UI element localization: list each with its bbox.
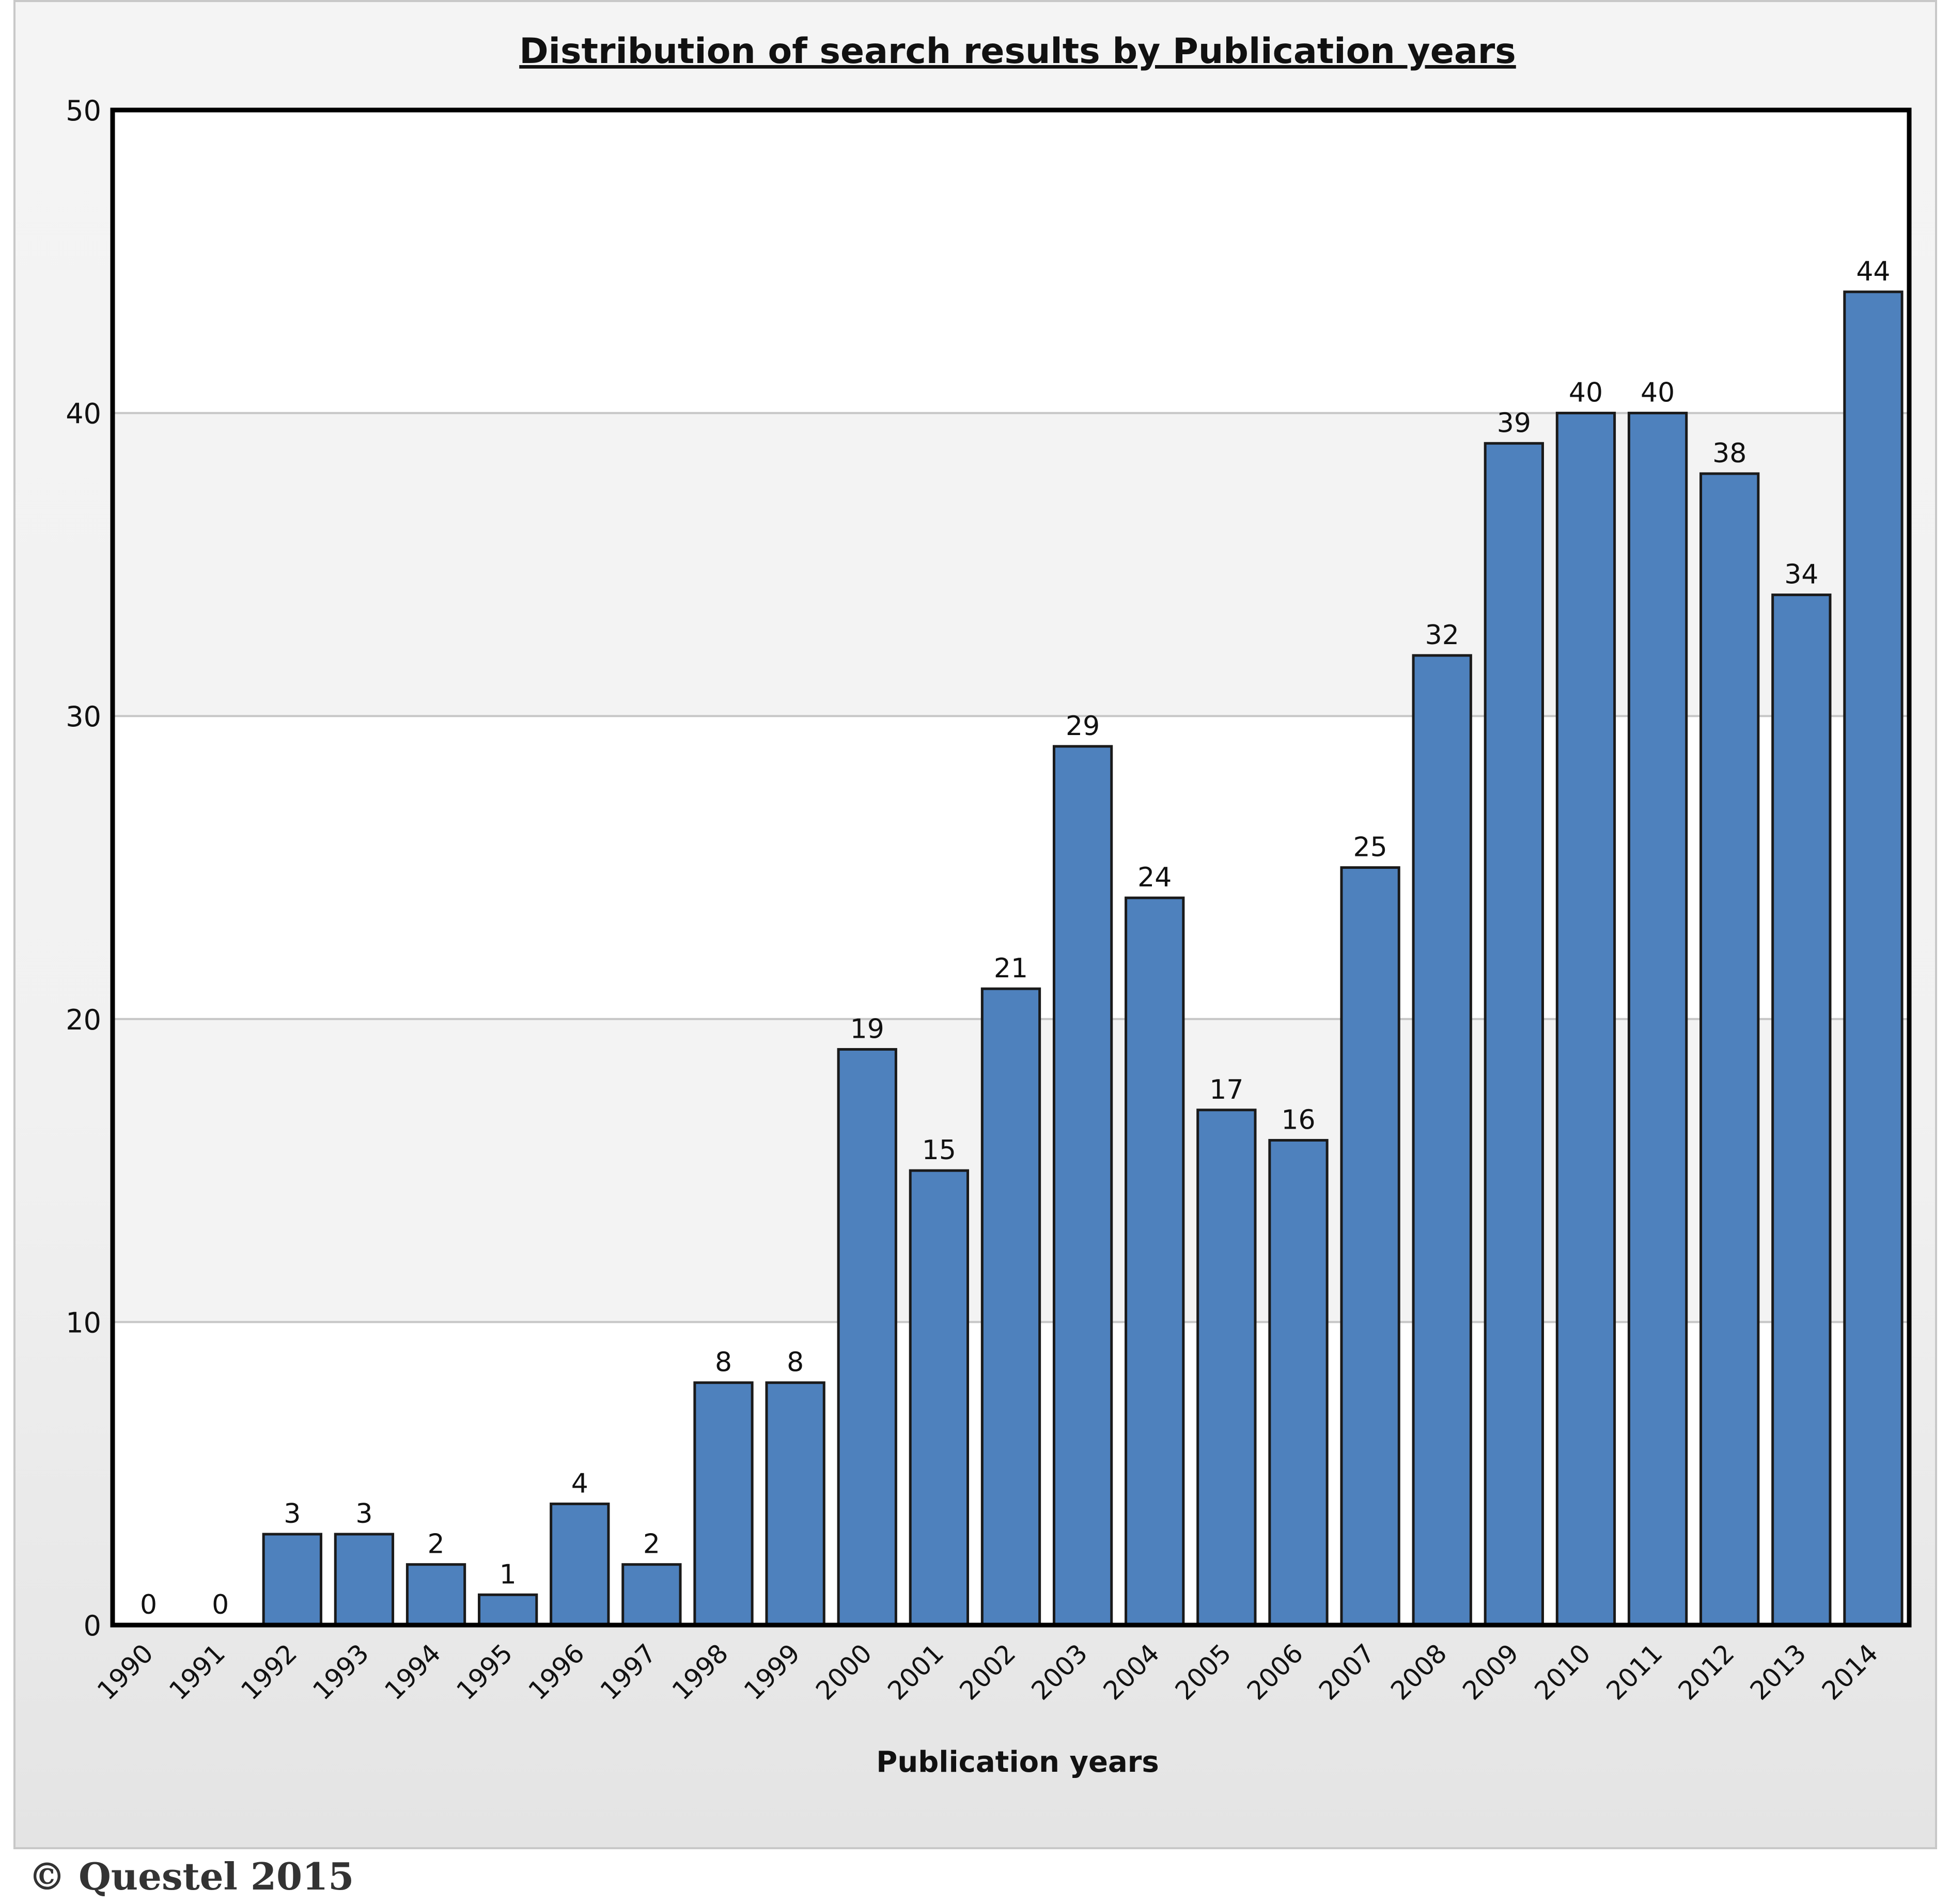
plot-border — [110, 107, 1912, 1628]
data-label-2006: 16 — [1281, 1104, 1315, 1135]
x-tick-label-2013: 2013 — [1744, 1638, 1812, 1706]
x-tick-label-1994: 1994 — [379, 1638, 447, 1706]
x-tick-label-2008: 2008 — [1385, 1638, 1453, 1706]
y-tick-label: 30 — [66, 700, 101, 733]
bar-2006 — [1268, 1138, 1329, 1627]
data-label-1993: 3 — [355, 1499, 372, 1530]
data-label-2012: 38 — [1712, 438, 1746, 469]
data-label-1999: 8 — [787, 1347, 804, 1378]
x-tick-label-1996: 1996 — [523, 1638, 590, 1706]
data-label-2003: 29 — [1066, 711, 1100, 742]
x-tick-label-1992: 1992 — [235, 1638, 303, 1706]
y-tick-label: 50 — [66, 95, 101, 127]
data-label-2009: 39 — [1497, 408, 1531, 439]
copyright-notice: © Questel 2015 — [28, 1854, 354, 1898]
plot-band — [113, 110, 1909, 413]
data-label-1991: 0 — [212, 1589, 229, 1620]
chart-title: Distribution of search results by Public… — [519, 31, 1516, 72]
data-label-1996: 4 — [571, 1468, 588, 1499]
y-tick-label: 10 — [66, 1306, 101, 1339]
x-tick-label-2007: 2007 — [1313, 1638, 1381, 1706]
x-tick-label-1990: 1990 — [91, 1638, 159, 1706]
bar-2001 — [909, 1169, 970, 1627]
bar-2002 — [980, 987, 1041, 1627]
bar-2012 — [1699, 472, 1760, 1627]
x-tick-label-1999: 1999 — [738, 1638, 806, 1706]
bar-2011 — [1627, 412, 1688, 1627]
bar-1992 — [262, 1533, 322, 1627]
bar-1995 — [478, 1593, 538, 1627]
data-label-1998: 8 — [715, 1347, 732, 1378]
data-label-2004: 24 — [1137, 862, 1172, 893]
bar-1999 — [765, 1381, 825, 1627]
data-label-1992: 3 — [284, 1499, 301, 1530]
y-tick-label: 20 — [66, 1004, 101, 1036]
x-tick-label-2011: 2011 — [1601, 1638, 1668, 1706]
x-tick-label-2010: 2010 — [1528, 1638, 1596, 1706]
x-tick-label-1997: 1997 — [595, 1638, 662, 1706]
bar-2009 — [1484, 442, 1544, 1627]
bar-2004 — [1125, 896, 1185, 1627]
data-label-1990: 0 — [140, 1589, 157, 1620]
x-tick-label-2006: 2006 — [1241, 1638, 1309, 1706]
x-tick-label-2002: 2002 — [954, 1638, 1021, 1706]
x-tick-label-2000: 2000 — [810, 1638, 878, 1706]
data-label-2011: 40 — [1641, 378, 1675, 409]
x-tick-label-2009: 2009 — [1457, 1638, 1524, 1706]
bars — [262, 290, 1904, 1627]
bar-2003 — [1052, 745, 1113, 1627]
data-label-2005: 17 — [1209, 1074, 1243, 1105]
data-label-2014: 44 — [1856, 256, 1890, 287]
x-tick-label-1998: 1998 — [666, 1638, 734, 1706]
x-tick-label-1995: 1995 — [451, 1638, 519, 1706]
data-label-1994: 2 — [427, 1529, 444, 1560]
x-tick-label-2005: 2005 — [1169, 1638, 1237, 1706]
y-axis-tick-labels: 0 10 20 30 40 50 — [66, 95, 101, 1642]
data-label-2010: 40 — [1569, 378, 1603, 409]
x-tick-label-2014: 2014 — [1816, 1638, 1884, 1706]
bar-1997 — [621, 1563, 682, 1627]
bar-2000 — [837, 1048, 897, 1627]
data-label-1997: 2 — [643, 1529, 660, 1560]
y-tick-label: 40 — [66, 398, 101, 430]
x-tick-label-2004: 2004 — [1098, 1638, 1165, 1706]
y-tick-label: 0 — [84, 1610, 101, 1642]
bar-2014 — [1843, 290, 1904, 1627]
x-tick-label-1991: 1991 — [163, 1638, 231, 1706]
bar-2008 — [1412, 654, 1472, 1627]
bar-2013 — [1771, 594, 1832, 1627]
bar-2010 — [1555, 412, 1616, 1627]
data-label-2000: 19 — [850, 1013, 884, 1044]
bar-2007 — [1340, 866, 1400, 1627]
bar-2005 — [1196, 1109, 1257, 1627]
x-tick-label-2012: 2012 — [1673, 1638, 1740, 1706]
bar-1996 — [550, 1502, 610, 1627]
data-label-2013: 34 — [1784, 559, 1818, 590]
x-tick-label-2003: 2003 — [1026, 1638, 1094, 1706]
data-label-1995: 1 — [500, 1559, 517, 1590]
bar-1998 — [693, 1381, 754, 1627]
x-axis-tick-labels: 1990 1991 1992 1993 1994 1995 1996 1997 1998 1999… — [91, 1638, 1884, 1706]
bar-1994 — [405, 1563, 466, 1627]
data-label-2001: 15 — [922, 1135, 956, 1166]
x-axis-label: Publication years — [876, 1745, 1159, 1779]
data-label-2008: 32 — [1425, 620, 1459, 651]
x-tick-label-2001: 2001 — [882, 1638, 949, 1706]
data-label-2007: 25 — [1353, 832, 1387, 863]
data-label-2002: 21 — [994, 953, 1028, 984]
bar-1993 — [334, 1533, 395, 1627]
x-tick-label-1993: 1993 — [307, 1638, 375, 1706]
